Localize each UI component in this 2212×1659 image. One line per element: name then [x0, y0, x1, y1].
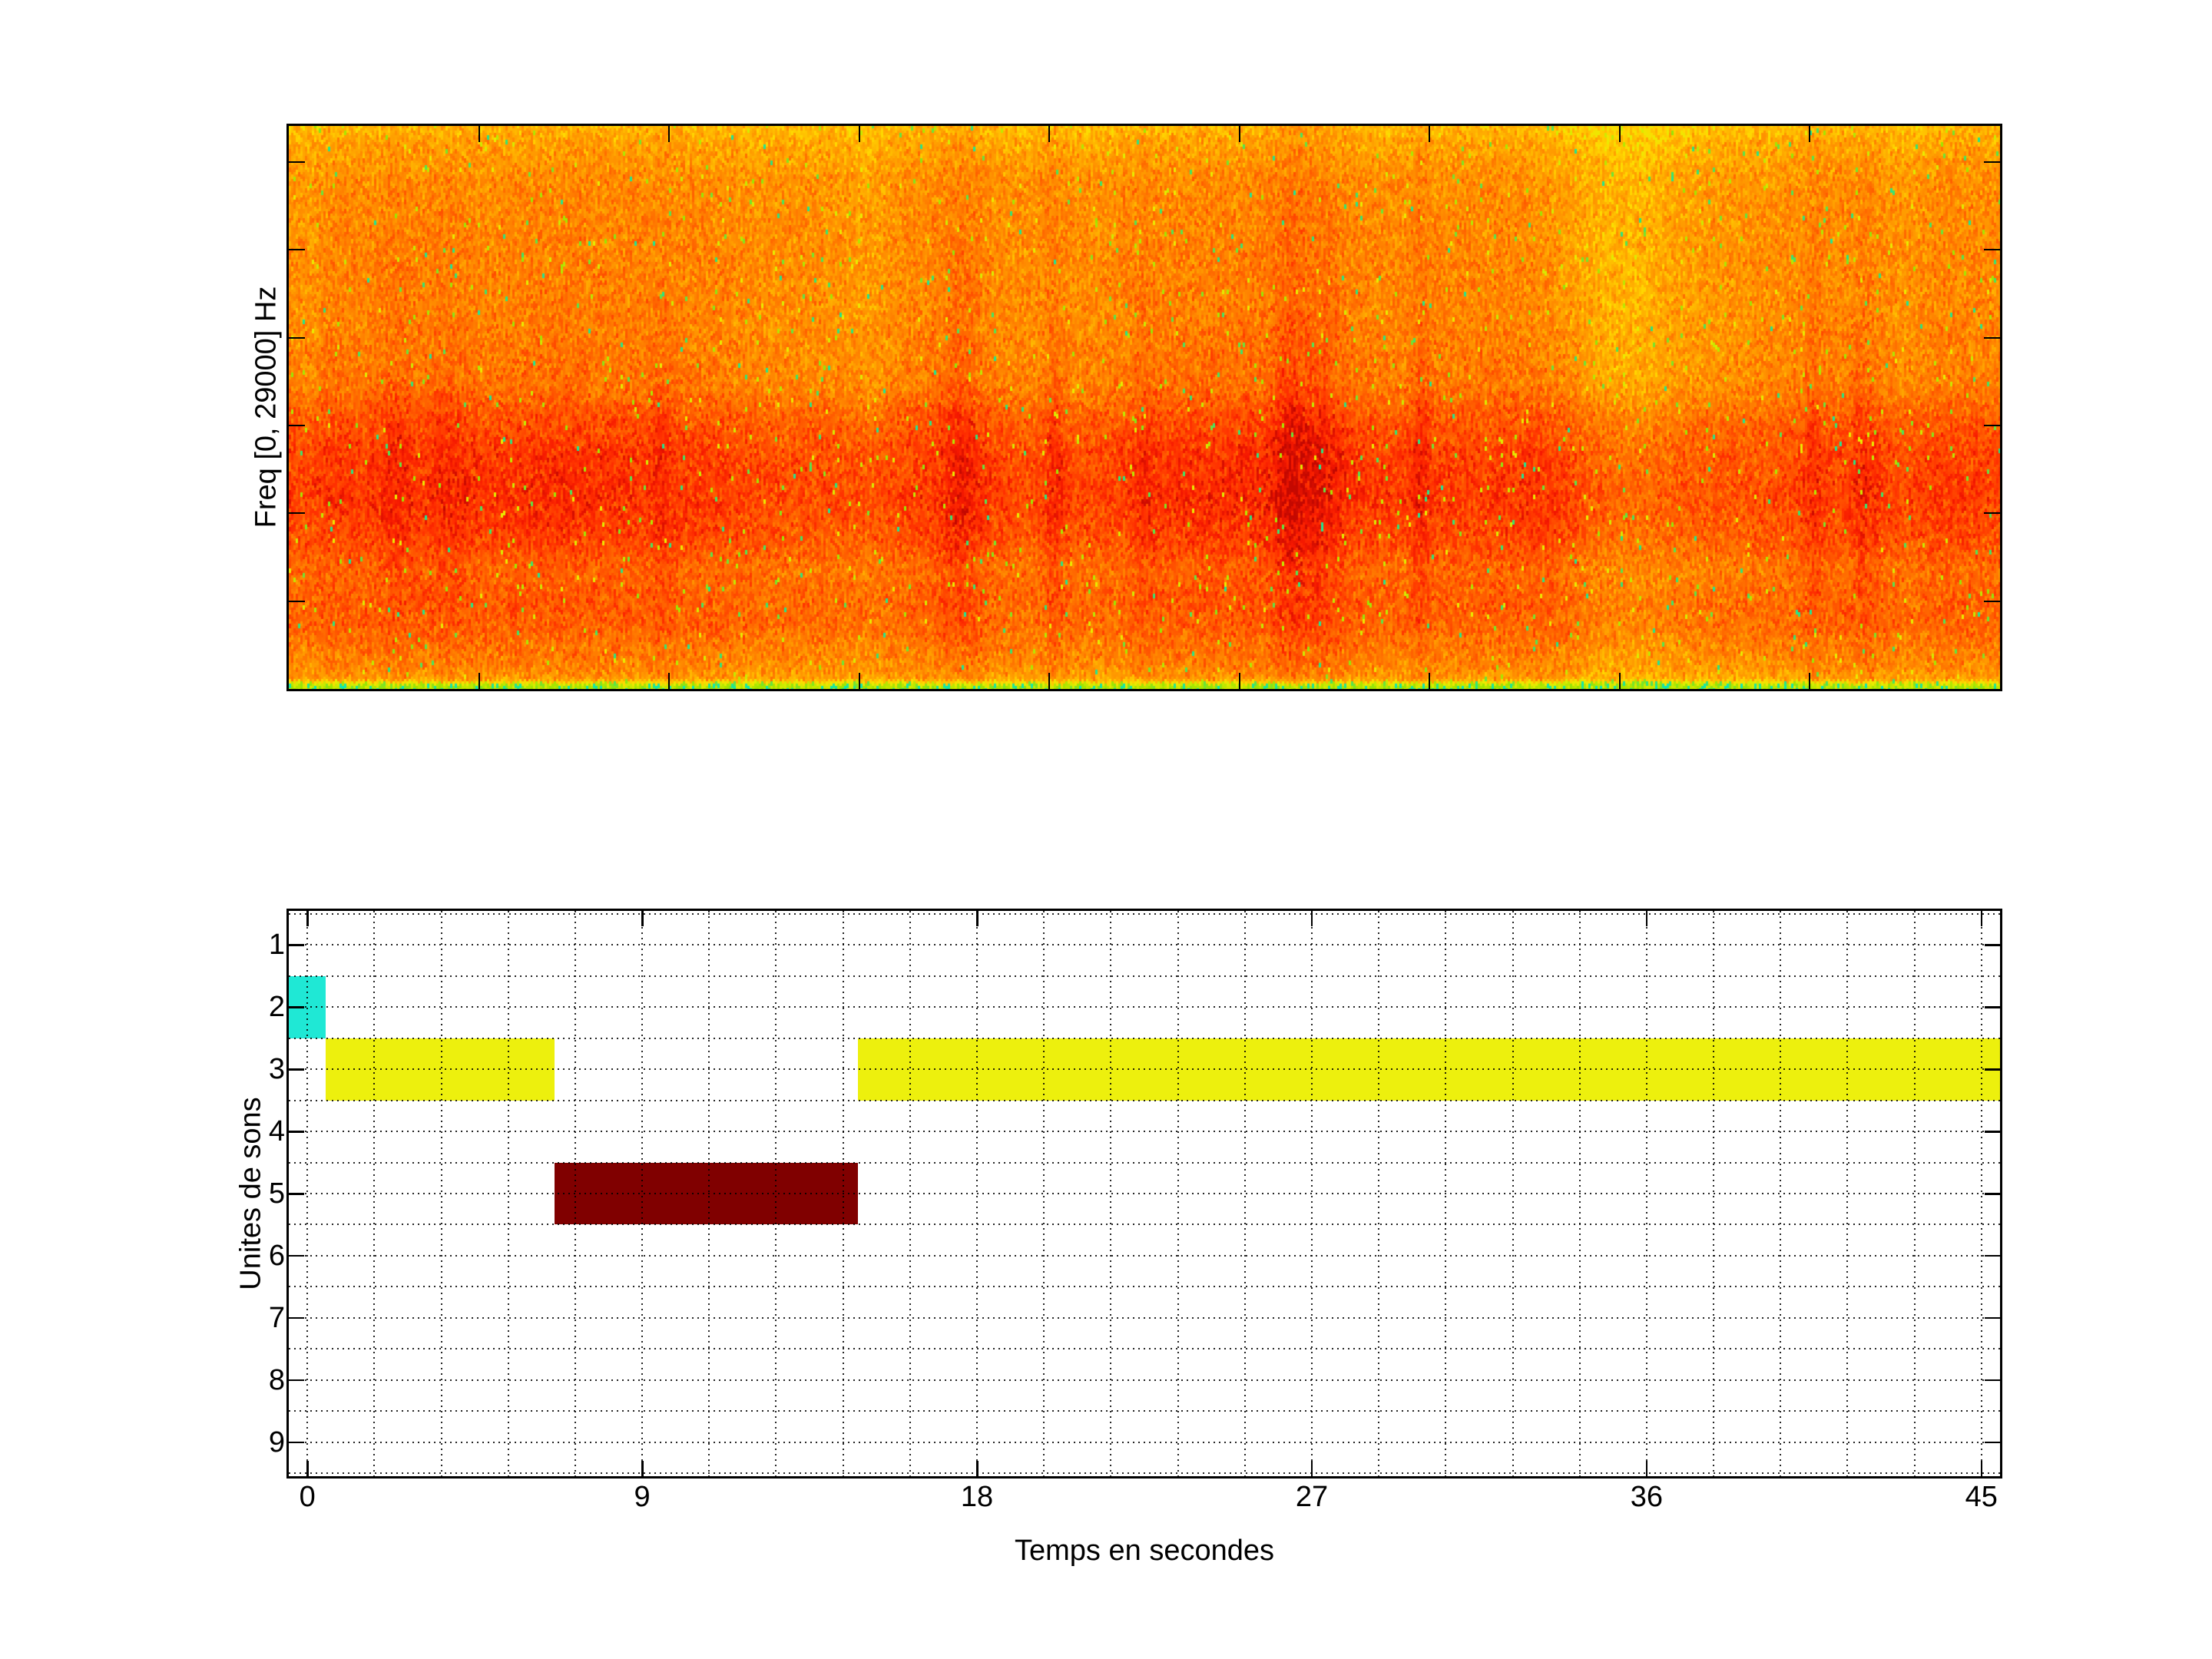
x-tick-label: 27	[1295, 1481, 1329, 1513]
spectrogram-x-tick	[1809, 126, 1810, 142]
x-tick-label: 18	[960, 1481, 994, 1513]
spectrogram-ylabel: Freq [0, 29000] Hz	[250, 286, 283, 528]
spectrogram-y-tick	[1984, 601, 2000, 602]
spectrogram-y-tick	[289, 161, 305, 163]
units-y-tick	[1985, 1006, 2000, 1008]
x-tick-label: 0	[299, 1481, 316, 1513]
spectrogram-x-tick	[1429, 673, 1430, 689]
spectrogram-x-tick	[668, 673, 670, 689]
grid-line-horizontal	[289, 1441, 2000, 1443]
grid-line-horizontal	[289, 1068, 2000, 1071]
x-tick-label: 9	[634, 1481, 651, 1513]
spectrogram-image	[289, 126, 2000, 689]
spectrogram-x-tick	[1809, 673, 1810, 689]
grid-line-horizontal	[289, 944, 2000, 946]
units-x-tick	[1645, 1461, 1648, 1476]
grid-line-horizontal	[289, 1161, 2000, 1164]
units-x-tick	[976, 1461, 979, 1476]
units-y-tick	[289, 1379, 304, 1382]
spectrogram-y-tick	[289, 249, 305, 250]
units-y-tick	[289, 1131, 304, 1133]
units-y-tick	[1985, 944, 2000, 946]
y-axis-tick-labels: 1 2 3 4 5 6 7 8 9	[131, 911, 285, 1476]
units-y-tick	[289, 1316, 304, 1320]
spectrogram-y-tick	[1984, 337, 2000, 339]
y-tick-label: 4	[268, 1115, 285, 1148]
units-x-tick	[1310, 1461, 1313, 1476]
units-y-tick	[289, 1441, 304, 1444]
y-tick-label: 9	[268, 1426, 285, 1459]
spectrogram-x-tick	[1239, 126, 1240, 142]
spectrogram-x-tick	[1048, 673, 1050, 689]
units-y-tick	[1985, 1254, 2000, 1257]
spectrogram-y-tick	[289, 337, 305, 339]
grid-line-horizontal	[289, 1286, 2000, 1288]
units-y-tick	[289, 1193, 304, 1195]
units-y-tick	[289, 944, 304, 946]
grid-line-horizontal	[289, 1037, 2000, 1039]
grid-line-horizontal	[289, 1224, 2000, 1226]
y-tick-label: 7	[268, 1301, 285, 1334]
x-tick-label: 36	[1630, 1481, 1663, 1513]
units-y-tick	[289, 1006, 304, 1008]
units-x-tick	[306, 1461, 309, 1476]
spectrogram-x-tick	[1619, 673, 1621, 689]
units-y-tick	[1985, 1379, 2000, 1382]
y-tick-label: 6	[268, 1239, 285, 1272]
grid-line-horizontal	[289, 1410, 2000, 1412]
y-tick-label: 2	[268, 991, 285, 1024]
spectrogram-y-tick	[289, 425, 305, 426]
y-tick-label: 1	[268, 929, 285, 962]
spectrogram-y-tick	[1984, 512, 2000, 514]
spectrogram-x-tick	[478, 673, 480, 689]
spectrogram-y-tick	[1984, 161, 2000, 163]
units-x-tick	[1645, 911, 1648, 926]
spectrogram-x-tick	[668, 126, 670, 142]
spectrogram-plot	[286, 124, 2002, 691]
units-plot	[286, 909, 2002, 1479]
spectrogram-y-tick	[1984, 249, 2000, 250]
units-y-tick	[1985, 1068, 2000, 1071]
spectrogram-x-tick	[859, 673, 860, 689]
spectrogram-x-tick	[1429, 126, 1430, 142]
spectrogram-y-tick	[289, 601, 305, 602]
units-x-tick	[306, 911, 309, 926]
spectrogram-y-tick	[1984, 425, 2000, 426]
grid-line-horizontal	[289, 913, 2000, 916]
y-tick-label: 8	[268, 1363, 285, 1396]
spectrogram-x-tick	[478, 126, 480, 142]
units-y-tick	[1985, 1131, 2000, 1133]
x-axis-tick-labels: 0 9 18 27 36 45	[289, 1482, 2000, 1517]
spectrogram-x-tick	[1619, 126, 1621, 142]
grid-line-horizontal	[289, 1379, 2000, 1381]
spectrogram-y-tick	[289, 512, 305, 514]
grid-line-horizontal	[289, 1193, 2000, 1194]
grid-line-horizontal	[289, 1316, 2000, 1319]
grid-line-horizontal	[289, 1006, 2000, 1008]
grid-line-horizontal	[289, 975, 2000, 977]
units-x-tick	[1310, 911, 1313, 926]
units-y-tick	[289, 1254, 304, 1257]
units-y-tick	[289, 1068, 304, 1071]
grid-line-horizontal	[289, 1099, 2000, 1101]
grid-line-horizontal	[289, 1254, 2000, 1257]
grid-line-horizontal	[289, 1131, 2000, 1133]
units-x-tick	[641, 1461, 644, 1476]
units-y-tick	[1985, 1193, 2000, 1195]
units-x-tick	[641, 911, 644, 926]
units-y-tick	[1985, 1441, 2000, 1444]
spectrogram-x-tick	[1239, 673, 1240, 689]
grid-line-horizontal	[289, 1348, 2000, 1350]
y-tick-label: 5	[268, 1177, 285, 1210]
spectrogram-x-tick	[1048, 126, 1050, 142]
units-x-tick	[1980, 911, 1983, 926]
x-tick-label: 45	[1965, 1481, 1998, 1513]
spectrogram-x-tick	[859, 126, 860, 142]
grid-line-horizontal	[289, 1472, 2000, 1474]
units-x-tick	[976, 911, 979, 926]
y-tick-label: 3	[268, 1053, 285, 1086]
units-x-tick	[1980, 1461, 1983, 1476]
units-xlabel: Temps en secondes	[1015, 1535, 1274, 1567]
units-y-tick	[1985, 1316, 2000, 1320]
